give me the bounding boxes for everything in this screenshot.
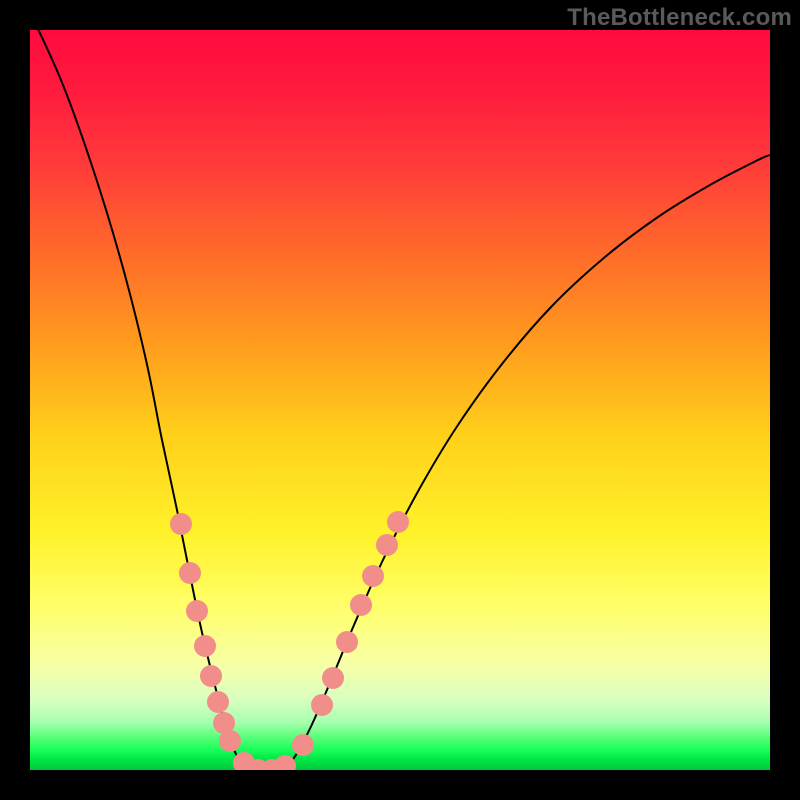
marker-right <box>350 594 372 616</box>
chart-gradient-background <box>30 30 770 770</box>
marker-left <box>170 513 192 535</box>
marker-left <box>186 600 208 622</box>
source-watermark: TheBottleneck.com <box>567 4 792 32</box>
marker-right <box>376 534 398 556</box>
marker-right <box>336 631 358 653</box>
marker-left <box>207 691 229 713</box>
marker-right <box>292 734 314 756</box>
marker-right <box>311 694 333 716</box>
marker-right <box>387 511 409 533</box>
marker-left <box>200 665 222 687</box>
chart-stage: TheBottleneck.com <box>0 0 800 800</box>
marker-left <box>219 730 241 752</box>
marker-left <box>194 635 216 657</box>
marker-right <box>362 565 384 587</box>
marker-left <box>179 562 201 584</box>
bottleneck-chart-svg <box>0 0 800 800</box>
marker-right <box>322 667 344 689</box>
